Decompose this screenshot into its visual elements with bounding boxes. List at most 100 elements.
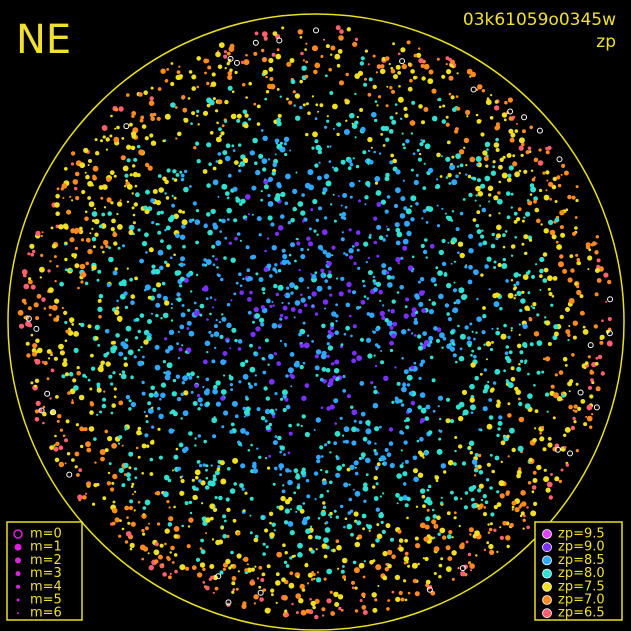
star: [498, 415, 503, 420]
star: [293, 316, 296, 319]
star: [548, 292, 553, 296]
star: [154, 559, 159, 564]
star: [507, 455, 510, 458]
star: [375, 482, 379, 486]
star: [460, 497, 463, 500]
star: [252, 320, 255, 324]
star: [375, 327, 380, 332]
star: [268, 57, 274, 64]
star: [426, 508, 430, 512]
star: [438, 575, 442, 579]
star: [343, 426, 350, 433]
star: [389, 462, 395, 469]
star: [500, 460, 503, 464]
star: [141, 240, 148, 247]
star: [337, 567, 340, 570]
star: [486, 541, 490, 545]
star: [427, 484, 432, 489]
star: [403, 561, 407, 565]
star: [57, 414, 62, 419]
star: [157, 406, 161, 411]
star: [71, 458, 75, 462]
star: [445, 115, 449, 119]
star: [290, 374, 296, 380]
star: [477, 84, 483, 90]
star: [401, 357, 404, 360]
star: [299, 105, 303, 110]
star: [352, 290, 356, 295]
star: [470, 362, 476, 368]
star: [374, 364, 378, 368]
zp-label: zp=8.0: [558, 566, 605, 581]
star: [390, 275, 395, 280]
star: [510, 254, 514, 257]
star: [242, 277, 245, 281]
star: [169, 256, 173, 260]
star: [236, 113, 242, 119]
star: [287, 479, 293, 486]
star: [509, 137, 515, 143]
star: [100, 245, 104, 249]
star: [284, 609, 288, 613]
star: [505, 279, 509, 283]
zp-symbol: [542, 555, 552, 566]
star: [386, 607, 390, 611]
star: [567, 194, 572, 200]
star: [542, 447, 547, 452]
star: [281, 26, 285, 30]
star: [346, 467, 351, 472]
star: [499, 307, 503, 311]
star: [342, 440, 346, 444]
star: [215, 319, 218, 322]
star: [176, 292, 181, 297]
star: [145, 420, 149, 424]
star: [492, 381, 497, 385]
star: [324, 307, 326, 310]
star: [497, 421, 503, 426]
star: [471, 503, 477, 509]
star: [172, 378, 177, 383]
star: [514, 171, 520, 178]
star: [155, 222, 159, 226]
star: [138, 92, 143, 97]
star: [93, 207, 96, 210]
star: [517, 397, 521, 401]
star: [597, 354, 603, 360]
star: [405, 139, 410, 144]
star: [504, 351, 509, 356]
star: [343, 578, 346, 581]
star: [419, 392, 426, 398]
star: [329, 451, 332, 454]
star: [330, 45, 336, 51]
star: [218, 138, 222, 142]
star: [144, 136, 149, 141]
star: [406, 230, 412, 237]
star: [413, 75, 417, 80]
star: [374, 181, 379, 185]
star: [506, 215, 511, 220]
star: [247, 213, 250, 216]
star: [354, 241, 360, 247]
star: [196, 375, 200, 379]
star: [230, 422, 235, 427]
star: [309, 597, 312, 601]
star: [35, 316, 40, 321]
star: [458, 444, 463, 449]
star: [340, 569, 345, 574]
star: [439, 175, 443, 178]
star: [42, 421, 45, 425]
star: [561, 163, 566, 168]
star: [294, 285, 299, 290]
star: [563, 170, 569, 176]
star: [194, 437, 197, 440]
star: [292, 206, 298, 212]
star: [143, 90, 148, 95]
star: [172, 169, 177, 174]
star: [435, 338, 441, 343]
star: [179, 284, 183, 288]
star: [222, 150, 228, 156]
star: [582, 325, 586, 329]
star: [97, 366, 102, 372]
star: [445, 397, 451, 402]
star: [268, 378, 275, 385]
